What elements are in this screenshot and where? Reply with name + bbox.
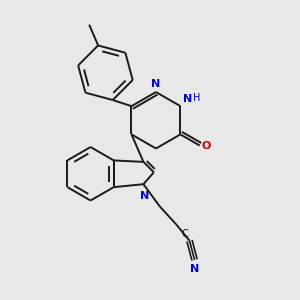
Text: O: O: [201, 140, 211, 151]
Text: H: H: [193, 93, 200, 103]
Text: N: N: [183, 94, 192, 104]
Text: C: C: [181, 229, 188, 239]
Text: N: N: [190, 263, 199, 274]
Text: N: N: [140, 191, 150, 201]
Text: N: N: [151, 79, 160, 89]
